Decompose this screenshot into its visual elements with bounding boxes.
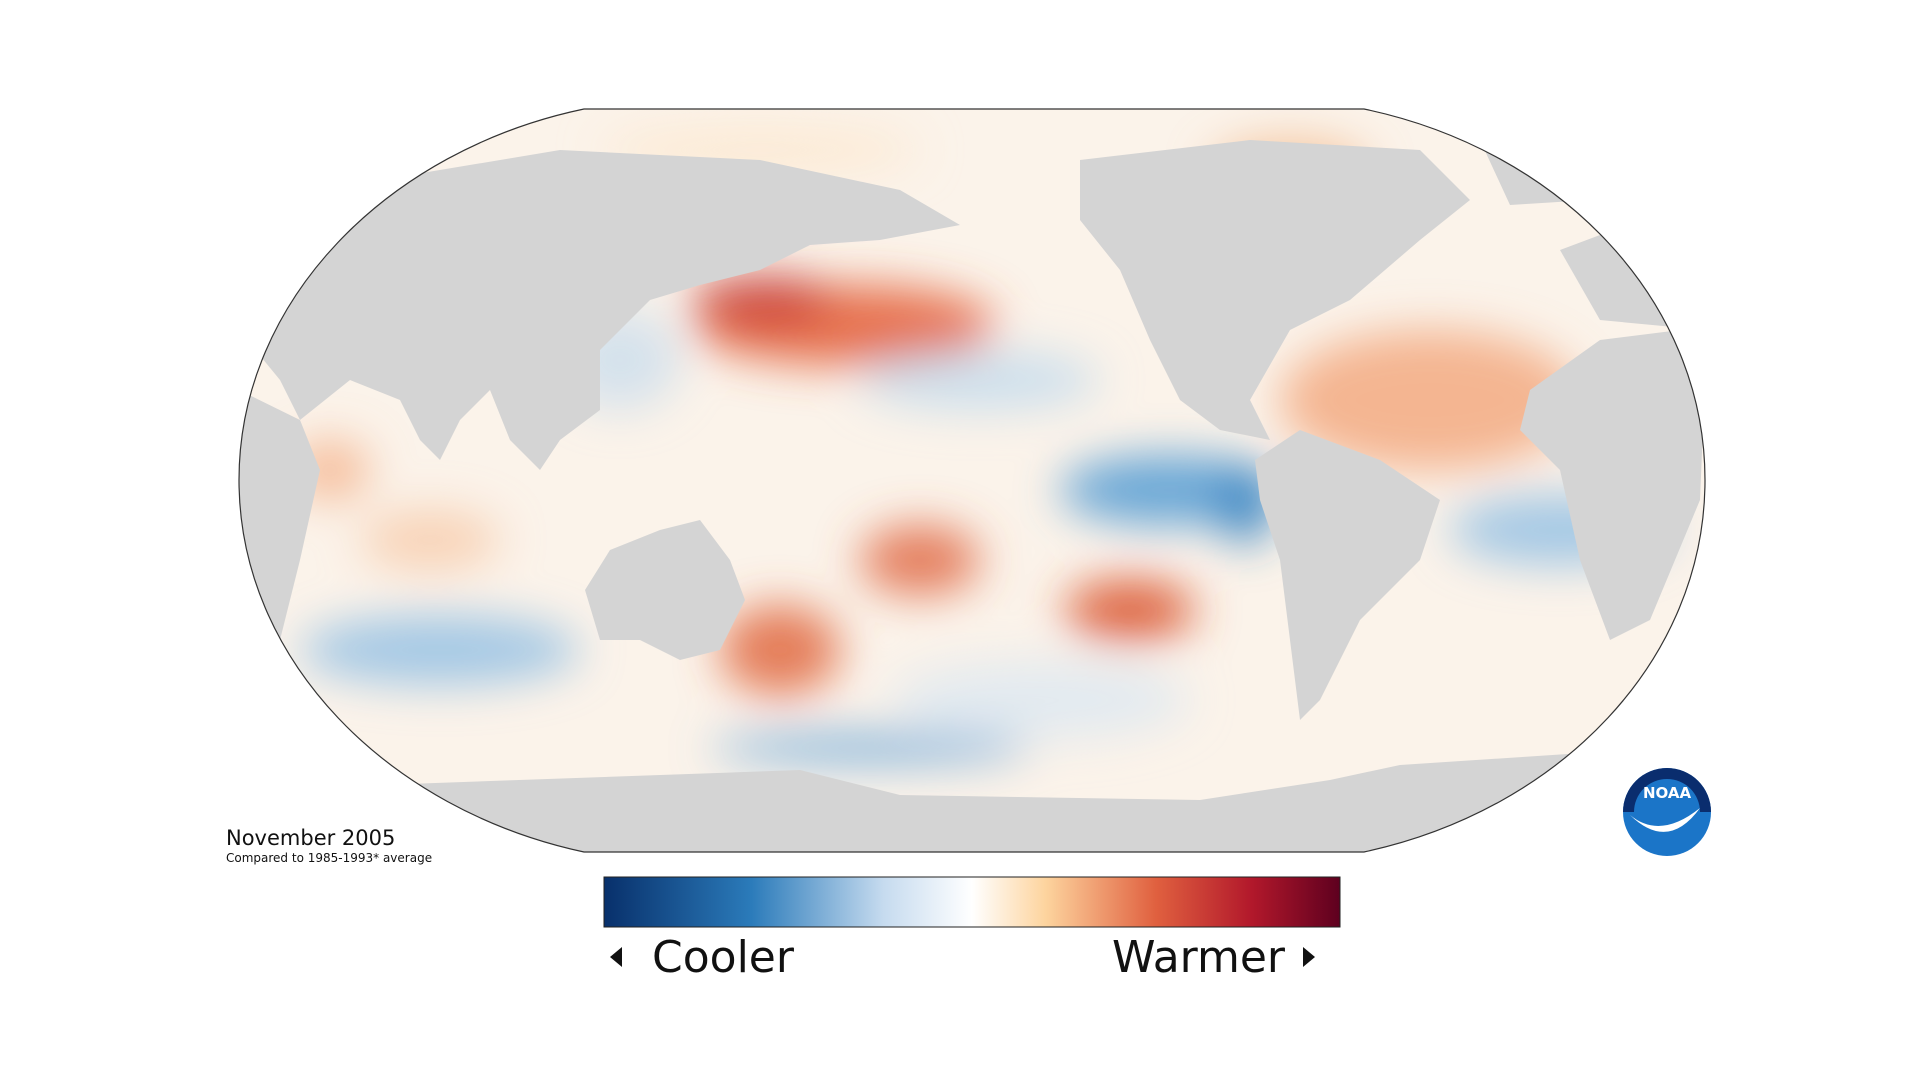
warmer-arrow [1303, 947, 1315, 967]
anomaly-region [360, 510, 500, 570]
map [239, 109, 1705, 852]
cooler-arrow [610, 947, 622, 967]
land [239, 150, 960, 470]
land [1520, 330, 1705, 640]
warmer-label: Warmer [1112, 932, 1286, 983]
anomaly-region [1065, 580, 1195, 640]
anomaly-region [690, 275, 830, 325]
land [585, 520, 745, 660]
anomaly-region [1280, 330, 1580, 470]
map-outline [238, 108, 1706, 853]
anomaly-region [860, 350, 1100, 410]
logo-circle [1623, 768, 1711, 856]
logo-bird [1630, 808, 1700, 832]
land [1255, 430, 1440, 720]
land [239, 390, 320, 640]
anomaly-region [720, 605, 840, 695]
anomaly-region [860, 525, 980, 595]
colorbar [603, 876, 1341, 928]
anomaly-region [710, 734, 1030, 762]
cooler-label: Cooler [652, 932, 795, 983]
noaa-logo: NOAA [1623, 768, 1711, 856]
map-date: November 2005 [226, 826, 395, 850]
anomaly-region [300, 615, 580, 685]
land [239, 745, 1705, 852]
baseline-note: Compared to 1985-1993* average [226, 851, 432, 865]
anomaly-region [890, 660, 1190, 740]
logo-text: NOAA [1643, 784, 1692, 802]
land [1080, 140, 1470, 440]
logo-top [1623, 768, 1711, 812]
